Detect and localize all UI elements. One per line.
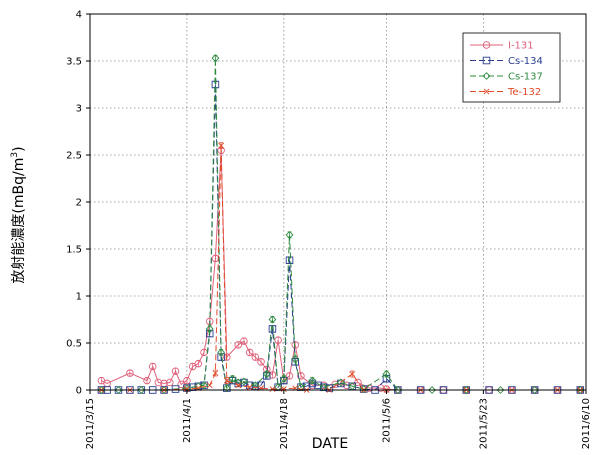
y-tick-label: 2.5 — [66, 151, 82, 162]
y-axis-title-sup: 3 — [10, 152, 20, 158]
y-axis-title: 放射能濃度(mBq/m3) — [10, 146, 27, 283]
data-point — [143, 376, 151, 385]
legend-label: Cs-137 — [508, 72, 543, 83]
y-tick-label: 1.5 — [66, 245, 82, 256]
data-point — [200, 381, 208, 390]
x-tick-label: 2011/4/18 — [279, 398, 290, 449]
data-point — [285, 230, 294, 239]
x-tick-label: 2011/5/6 — [381, 398, 392, 443]
data-point — [268, 315, 277, 324]
data-point — [211, 54, 220, 63]
data-point — [462, 386, 471, 394]
data-point — [223, 353, 231, 361]
data-point — [194, 359, 203, 368]
data-point — [217, 348, 226, 357]
data-point — [482, 72, 491, 80]
data-point — [212, 370, 219, 376]
y-tick-label: 3 — [76, 104, 82, 115]
data-point — [222, 384, 231, 393]
legend-item-cs-137: Cs-137 — [470, 72, 543, 83]
data-point — [308, 376, 317, 385]
data-point — [240, 337, 248, 345]
data-point — [291, 341, 299, 349]
legend-label: I-131 — [508, 41, 534, 52]
y-axis-title-close: ) — [11, 146, 27, 151]
data-point — [393, 386, 402, 394]
y-axis: 0 0.5 1 1.5 2 2.5 3 3.5 4 — [66, 10, 90, 397]
data-point — [171, 367, 180, 375]
data-point — [218, 142, 225, 149]
data-point — [234, 341, 242, 349]
data-point — [166, 378, 174, 387]
y-tick-label: 1 — [76, 292, 82, 303]
legend-item-te-132: Te-132 — [470, 87, 541, 98]
data-point — [274, 336, 282, 344]
grid-lines — [90, 14, 586, 390]
data-point — [126, 369, 134, 377]
data-point — [223, 377, 230, 384]
data-point — [285, 372, 294, 380]
x-axis-title: DATE — [312, 436, 348, 452]
data-point — [239, 377, 248, 386]
x-tick-label: 2011/3/15 — [85, 398, 96, 449]
x-tick-label: 2011/6/10 — [581, 398, 592, 449]
data-point — [235, 382, 242, 389]
legend-item-i-131: I-131 — [470, 41, 534, 52]
y-tick-label: 3.5 — [66, 57, 82, 68]
data-point — [160, 386, 169, 394]
data-point — [234, 379, 242, 388]
data-point — [257, 358, 265, 366]
data-point — [349, 371, 356, 377]
y-tick-label: 0.5 — [66, 339, 82, 350]
legend-label: Cs-134 — [508, 56, 543, 67]
data-point — [251, 353, 260, 361]
y-tick-label: 0 — [76, 386, 82, 397]
data-point — [576, 386, 585, 394]
data-point — [269, 386, 276, 392]
x-axis: 2011/3/15 2011/4/1 2011/4/18 2011/5/6 2011/5… — [85, 390, 592, 449]
y-tick-label: 4 — [76, 10, 82, 21]
data-point — [496, 386, 505, 394]
y-axis-title-text: 放射能濃度(mBq/m — [11, 158, 27, 284]
data-point — [482, 41, 491, 49]
data-point — [262, 370, 271, 378]
x-tick-label: 2011/4/1 — [182, 398, 193, 443]
data-point — [246, 384, 253, 391]
data-point — [336, 378, 345, 387]
data-point — [205, 324, 214, 333]
data-point — [154, 378, 163, 387]
data-point — [177, 380, 185, 389]
y-tick-label: 2 — [76, 198, 82, 209]
data-point — [354, 378, 362, 387]
legend: I-131 Cs-134 Cs-137 Te-132 — [462, 32, 561, 103]
data-point — [114, 386, 123, 394]
data-point — [183, 376, 191, 385]
data-point — [184, 386, 190, 392]
data-point — [482, 56, 491, 65]
data-point — [483, 88, 490, 95]
legend-label: Te-132 — [507, 87, 541, 98]
x-tick-label: 2011/5/23 — [478, 398, 489, 449]
data-point — [148, 362, 157, 371]
legend-item-cs-134: Cs-134 — [470, 56, 543, 67]
data-point — [530, 386, 539, 394]
data-point — [297, 372, 305, 380]
data-point — [382, 370, 391, 378]
data-point — [137, 386, 146, 394]
data-point — [228, 374, 237, 383]
data-point — [251, 381, 260, 390]
data-point — [428, 386, 437, 394]
data-point — [245, 348, 254, 357]
data-point — [285, 256, 294, 265]
data-point — [97, 386, 106, 394]
data-point — [245, 381, 254, 390]
data-point — [206, 382, 213, 389]
data-point — [291, 355, 300, 363]
data-point — [280, 386, 287, 392]
data-point — [279, 374, 288, 383]
